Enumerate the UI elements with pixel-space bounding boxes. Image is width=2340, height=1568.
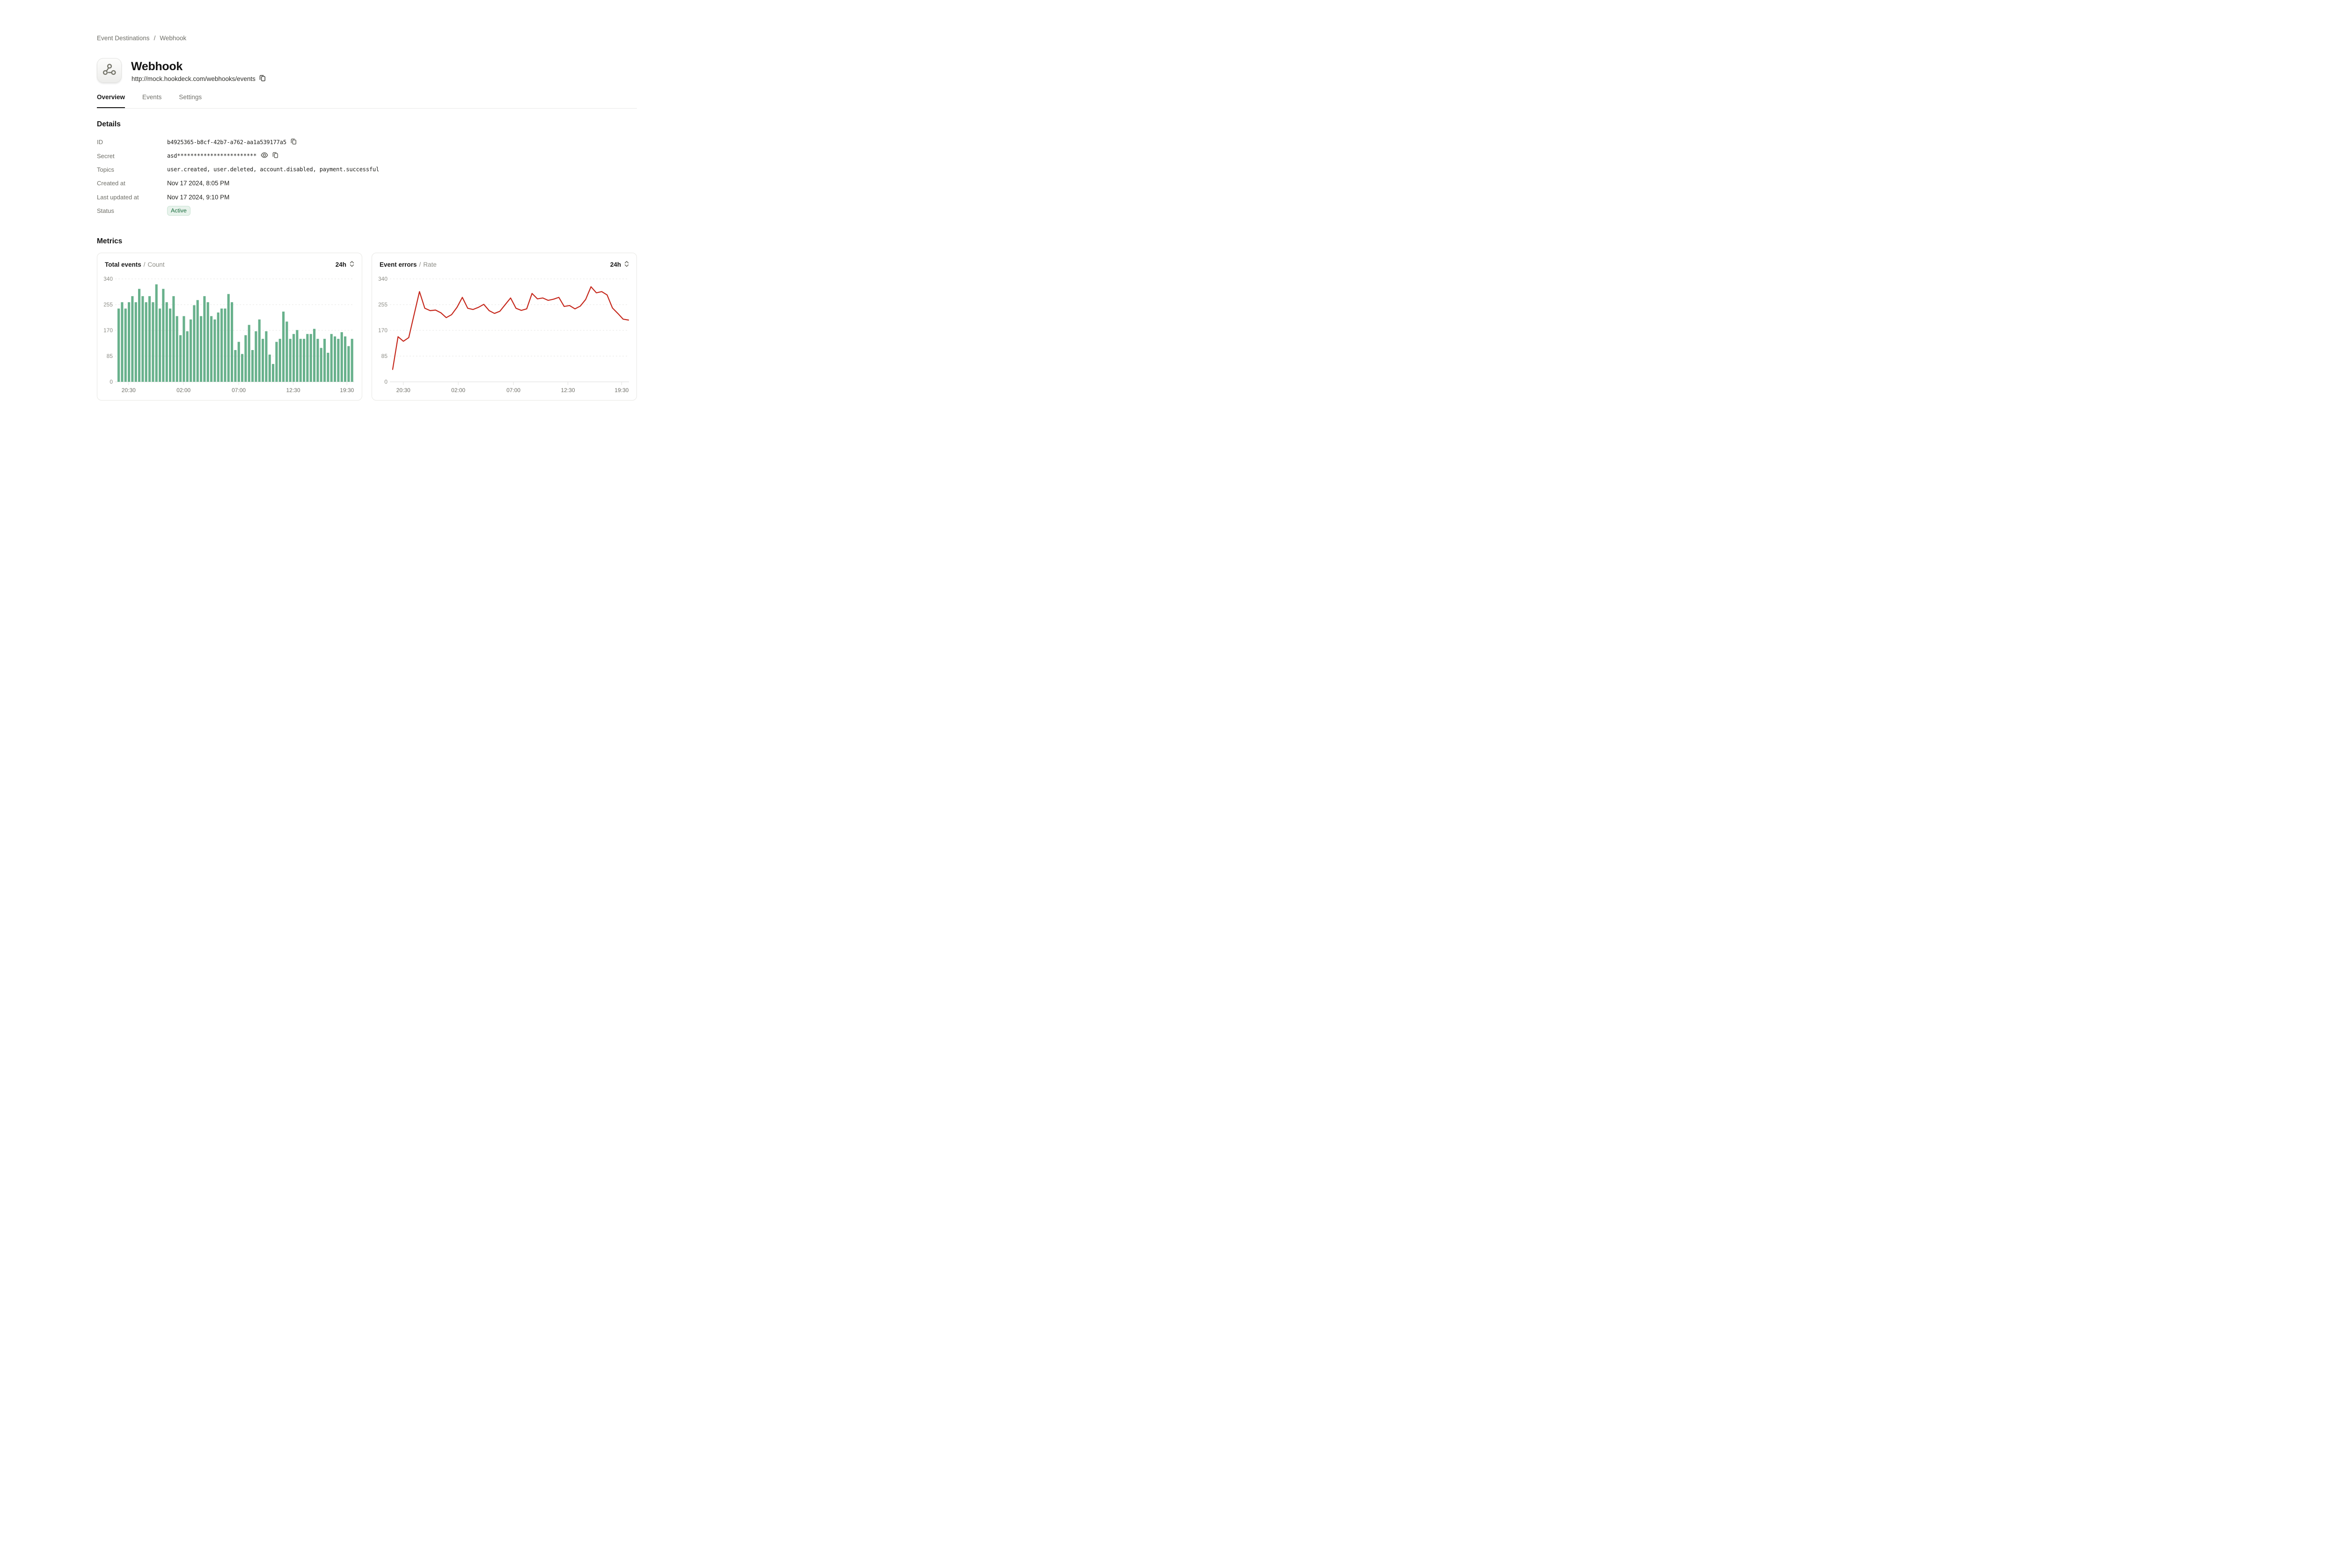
svg-text:07:00: 07:00 bbox=[506, 387, 520, 394]
total-events-chart: 0 85 170 255 340 20:30 02:00 07:00 12:30 19:30 bbox=[104, 276, 354, 394]
copy-icon bbox=[291, 139, 297, 146]
chart-metric-label: Rate bbox=[423, 261, 437, 268]
range-select-total-events[interactable]: 24h bbox=[336, 260, 354, 269]
detail-label: Status bbox=[97, 207, 114, 215]
tab-overview[interactable]: Overview bbox=[97, 94, 125, 108]
detail-row-secret: Secret asd************************ bbox=[97, 149, 518, 162]
svg-text:85: 85 bbox=[107, 353, 113, 359]
chart-title: Event errors bbox=[380, 261, 417, 268]
detail-label: ID bbox=[97, 139, 103, 146]
tab-bar: Overview Events Settings bbox=[97, 94, 219, 108]
webhook-icon-tile bbox=[97, 58, 122, 83]
breadcrumb: Event Destinations / Webhook bbox=[97, 35, 186, 42]
svg-text:20:30: 20:30 bbox=[396, 387, 410, 394]
svg-text:170: 170 bbox=[104, 327, 113, 334]
svg-text:340: 340 bbox=[104, 276, 113, 282]
svg-text:02:00: 02:00 bbox=[176, 387, 190, 394]
detail-row-id: ID b4925365-b8cf-42b7-a762-aa1a539177a5 bbox=[97, 135, 518, 149]
copy-id-button[interactable] bbox=[291, 139, 297, 146]
event-errors-chart: 0 85 170 255 340 20:30 02:00 07:00 12:30 19:30 bbox=[379, 276, 629, 394]
detail-row-topics: Topics user.created, user.deleted, accou… bbox=[97, 163, 518, 176]
detail-row-last-updated: Last updated at Nov 17 2024, 9:10 PM bbox=[97, 190, 518, 204]
detail-label: Secret bbox=[97, 152, 115, 160]
breadcrumb-event-destinations[interactable]: Event Destinations bbox=[97, 35, 150, 42]
svg-text:0: 0 bbox=[110, 379, 113, 385]
svg-text:19:30: 19:30 bbox=[340, 387, 354, 394]
webhook-url: http://mock.hookdeck.com/webhooks/events bbox=[132, 75, 256, 82]
svg-text:85: 85 bbox=[381, 353, 388, 359]
copy-secret-button[interactable] bbox=[272, 152, 278, 160]
chart-metric-label: Count bbox=[147, 261, 165, 268]
tab-bar-divider bbox=[97, 108, 637, 109]
svg-text:255: 255 bbox=[379, 301, 388, 308]
svg-text:20:30: 20:30 bbox=[122, 387, 136, 394]
range-select-event-errors[interactable]: 24h bbox=[610, 260, 629, 269]
detail-row-created-at: Created at Nov 17 2024, 8:05 PM bbox=[97, 176, 518, 190]
total-events-card: Total events / Count 24h 0 85 170 255 340 20:… bbox=[97, 253, 362, 401]
eye-icon bbox=[261, 152, 268, 160]
webhook-id-value: b4925365-b8cf-42b7-a762-aa1a539177a5 bbox=[167, 139, 286, 146]
metrics-heading: Metrics bbox=[97, 237, 123, 245]
status-badge: Active bbox=[167, 205, 190, 216]
webhook-icon bbox=[102, 62, 117, 79]
copy-url-button[interactable] bbox=[259, 75, 266, 83]
last-updated-value: Nov 17 2024, 9:10 PM bbox=[167, 193, 230, 201]
svg-text:12:30: 12:30 bbox=[561, 387, 575, 394]
chevron-updown-icon bbox=[624, 260, 629, 269]
breadcrumb-separator: / bbox=[154, 35, 156, 42]
webhook-secret-value: asd************************ bbox=[167, 153, 257, 160]
detail-label: Last updated at bbox=[97, 193, 139, 201]
page-title: Webhook bbox=[131, 60, 183, 73]
created-at-value: Nov 17 2024, 8:05 PM bbox=[167, 180, 230, 187]
detail-label: Topics bbox=[97, 166, 114, 173]
svg-text:340: 340 bbox=[379, 276, 388, 282]
reveal-secret-button[interactable] bbox=[261, 152, 268, 160]
svg-text:170: 170 bbox=[379, 327, 388, 334]
webhook-topics-value: user.created, user.deleted, account.disa… bbox=[167, 166, 380, 173]
detail-row-status: Status Active bbox=[97, 204, 518, 218]
tab-events[interactable]: Events bbox=[142, 94, 162, 101]
event-errors-card: Event errors / Rate 24h 0 85 170 255 340 20:3… bbox=[372, 253, 637, 401]
chart-title: Total events bbox=[105, 261, 141, 268]
metrics-cards: Total events / Count 24h 0 85 170 255 340 20:… bbox=[97, 253, 637, 401]
breadcrumb-webhook[interactable]: Webhook bbox=[160, 35, 187, 42]
copy-icon bbox=[272, 152, 278, 160]
svg-text:02:00: 02:00 bbox=[451, 387, 465, 394]
detail-label: Created at bbox=[97, 180, 125, 187]
svg-text:255: 255 bbox=[104, 301, 113, 308]
copy-icon bbox=[259, 75, 266, 83]
svg-text:12:30: 12:30 bbox=[286, 387, 300, 394]
chevron-updown-icon bbox=[350, 260, 354, 269]
webhook-overview-page: Event Destinations / Webhook Webhook htt… bbox=[0, 0, 734, 474]
svg-text:0: 0 bbox=[384, 379, 388, 385]
svg-text:19:30: 19:30 bbox=[614, 387, 629, 394]
details-heading: Details bbox=[97, 120, 121, 128]
tab-settings[interactable]: Settings bbox=[179, 94, 202, 101]
details-list: ID b4925365-b8cf-42b7-a762-aa1a539177a5 … bbox=[97, 135, 518, 218]
svg-text:07:00: 07:00 bbox=[232, 387, 246, 394]
